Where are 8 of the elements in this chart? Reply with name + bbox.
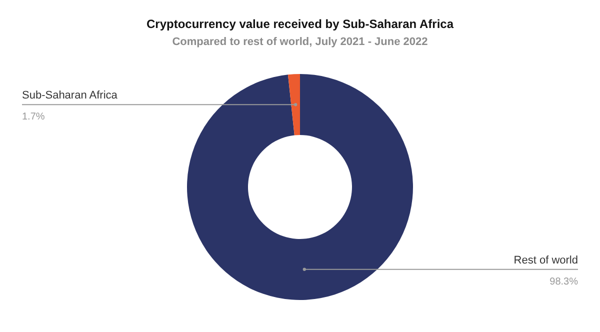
slice-label: Sub-Saharan Africa — [22, 90, 118, 102]
donut-slice — [187, 74, 413, 300]
chart-title: Cryptocurrency value received by Sub-Saharan Africa — [146, 17, 454, 31]
slice-label: Rest of world — [514, 254, 578, 266]
data-label: 98.3% — [550, 276, 578, 288]
chart-subtitle: Compared to rest of world, July 2021 - June 2022 — [172, 36, 428, 48]
donut-slice — [288, 74, 300, 136]
data-label: 1.7% — [22, 112, 45, 123]
